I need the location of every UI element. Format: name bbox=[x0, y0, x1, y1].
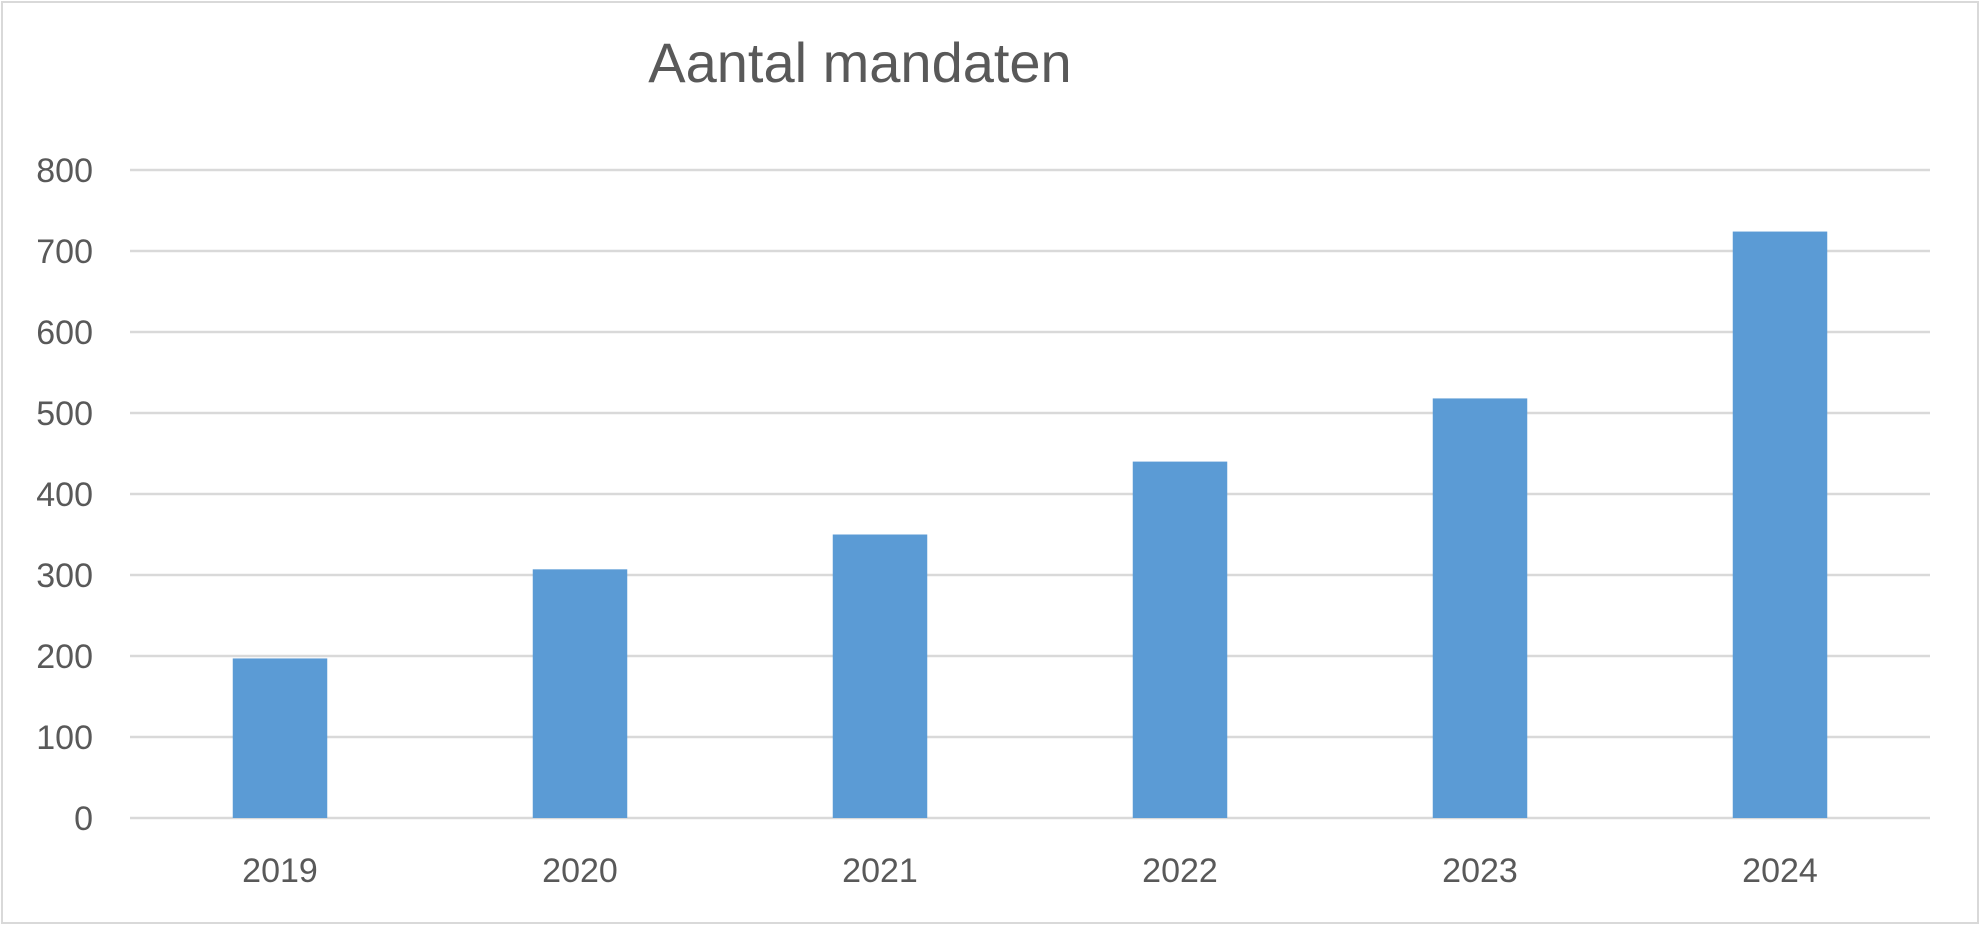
x-tick-label: 2023 bbox=[1442, 852, 1518, 890]
y-tick-label: 0 bbox=[74, 800, 93, 838]
bar-2023 bbox=[1432, 398, 1528, 818]
y-tick-label: 100 bbox=[36, 719, 93, 757]
x-tick-label: 2022 bbox=[1142, 852, 1218, 890]
bars bbox=[232, 231, 1828, 818]
y-tick-label: 300 bbox=[36, 557, 93, 595]
y-tick-label: 500 bbox=[36, 395, 93, 433]
y-tick-label: 200 bbox=[36, 638, 93, 676]
x-tick-label: 2020 bbox=[542, 852, 618, 890]
x-tick-label: 2024 bbox=[1742, 852, 1818, 890]
x-axis-tick-labels: 2019 2020 2021 2022 2023 2024 bbox=[242, 852, 1818, 890]
x-tick-label: 2021 bbox=[842, 852, 918, 890]
bar-2021 bbox=[832, 534, 928, 818]
bar-2024 bbox=[1732, 231, 1828, 818]
y-tick-label: 400 bbox=[36, 476, 93, 514]
bar-2022 bbox=[1132, 461, 1228, 818]
gridlines bbox=[130, 168, 1930, 820]
x-tick-label: 2019 bbox=[242, 852, 318, 890]
chart-title: Aantal mandaten bbox=[648, 31, 1072, 94]
y-tick-label: 600 bbox=[36, 314, 93, 352]
y-tick-label: 800 bbox=[36, 152, 93, 190]
bar-2020 bbox=[532, 569, 628, 818]
y-axis-tick-labels: 0 100 200 300 400 500 600 700 800 bbox=[36, 152, 93, 838]
bar-2019 bbox=[232, 658, 328, 818]
y-tick-label: 700 bbox=[36, 233, 93, 271]
